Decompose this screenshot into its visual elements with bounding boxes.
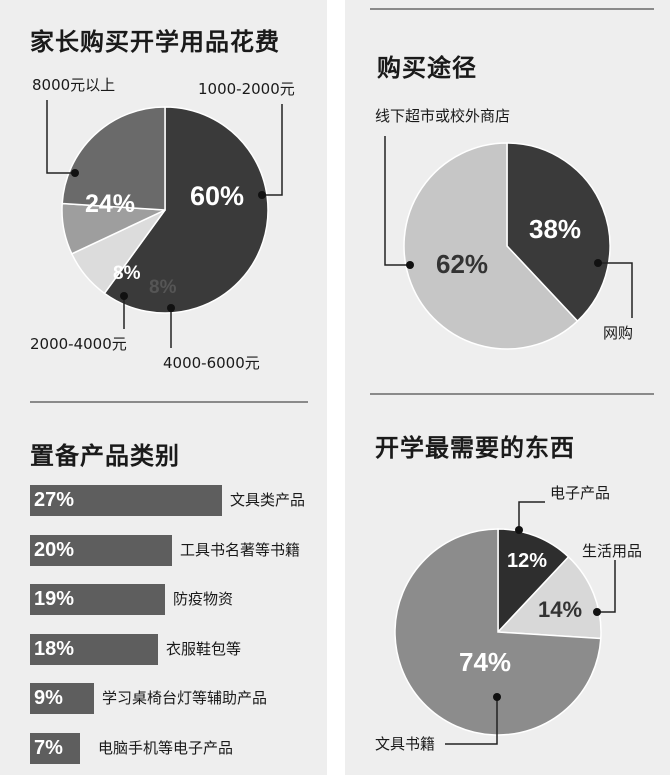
needs-slice-1: [496, 555, 602, 640]
cost-legend-1000-2000: 1000-2000元: [198, 80, 295, 98]
leader-line-stationery: [445, 697, 498, 745]
cost-leader-lines: [46, 100, 283, 348]
needs-chart-title: 开学最需要的东西: [375, 434, 575, 462]
category-bar-label-3: 衣服鞋包等: [166, 640, 242, 658]
left-divider: [30, 401, 308, 403]
needs-pct-14: 14%: [538, 597, 582, 622]
right-top-divider: [370, 8, 654, 10]
category-bar-1: [30, 535, 172, 566]
needs-legend-stationery: 文具书籍: [375, 735, 436, 753]
category-bar-label-1: 工具书名著等书籍: [180, 541, 301, 559]
cost-pie-chart: 60% 24% 8% 8%: [46, 100, 283, 348]
right-divider: [370, 393, 654, 395]
category-bar-value-2: 19%: [34, 588, 75, 610]
needs-legend-electronics: 电子产品: [550, 484, 611, 502]
cost-legend-8000: 8000元以上: [32, 76, 116, 94]
channel-leader-lines: [384, 136, 633, 318]
category-bar-label-0: 文具类产品: [230, 491, 306, 509]
category-bar-label-4: 学习桌椅台灯等辅助产品: [102, 689, 268, 707]
needs-leader-lines: [445, 501, 616, 745]
category-bar-value-4: 9%: [34, 687, 63, 709]
needs-legend-daily: 生活用品: [582, 542, 643, 560]
cost-slice-3: [61, 106, 166, 211]
cost-pct-60: 60%: [190, 181, 244, 211]
category-bar-value-5: 7%: [34, 737, 63, 759]
leader-line-1000-2000: [262, 104, 283, 196]
channel-pct-62: 62%: [436, 249, 488, 279]
channel-pie-chart: 38% 62%: [384, 136, 633, 350]
needs-slice-0: [497, 528, 570, 634]
needs-pie-chart: 12% 14% 74%: [394, 501, 616, 745]
category-chart-title: 置备产品类别: [30, 442, 180, 470]
needs-pct-12: 12%: [507, 550, 547, 572]
leader-line-8000: [46, 100, 75, 174]
channel-legend-offline: 线下超市或校外商店: [375, 107, 511, 125]
cost-legend-2000-4000: 2000-4000元: [30, 335, 127, 353]
cost-chart-title: 家长购买开学用品花费: [30, 28, 280, 56]
cost-legend-4000-6000: 4000-6000元: [163, 354, 260, 372]
channel-slice-0: [506, 142, 611, 323]
cost-pct-24: 24%: [85, 190, 135, 218]
category-bar-value-0: 27%: [34, 489, 75, 511]
left-panel: 家长购买开学用品花费 8000元以上 1000-2000元 2000-4000元…: [0, 0, 327, 775]
category-bar-label-5: 电脑手机等电子产品: [98, 739, 234, 757]
channel-chart-title: 购买途径: [377, 54, 477, 82]
category-bar-3: [30, 634, 158, 665]
category-bar-label-2: 防疫物资: [173, 590, 234, 608]
cost-slice-0: [103, 106, 269, 314]
needs-pct-74: 74%: [459, 647, 511, 677]
cost-pct-8-mid: 8%: [113, 263, 141, 284]
category-bar-2: [30, 584, 165, 615]
category-bar-0: [30, 485, 222, 516]
channel-slice-1: [403, 142, 579, 350]
leader-line-offline: [384, 136, 410, 266]
category-bar-4: [30, 683, 94, 714]
leader-line-electronics: [518, 501, 545, 530]
category-bar-value-1: 20%: [34, 539, 75, 561]
channel-pct-38: 38%: [529, 214, 581, 244]
leader-line-daily: [597, 560, 616, 613]
cost-pct-8-light: 8%: [149, 277, 177, 298]
leader-line-online: [598, 262, 633, 318]
category-bar-value-3: 18%: [34, 638, 75, 660]
category-bar-5: [30, 733, 80, 764]
right-panel: 购买途径 线下超市或校外商店 网购 38% 62% 开学最需要的东西 电子产品 …: [345, 0, 670, 775]
channel-legend-online: 网购: [603, 324, 634, 342]
needs-slice-2: [394, 528, 602, 736]
